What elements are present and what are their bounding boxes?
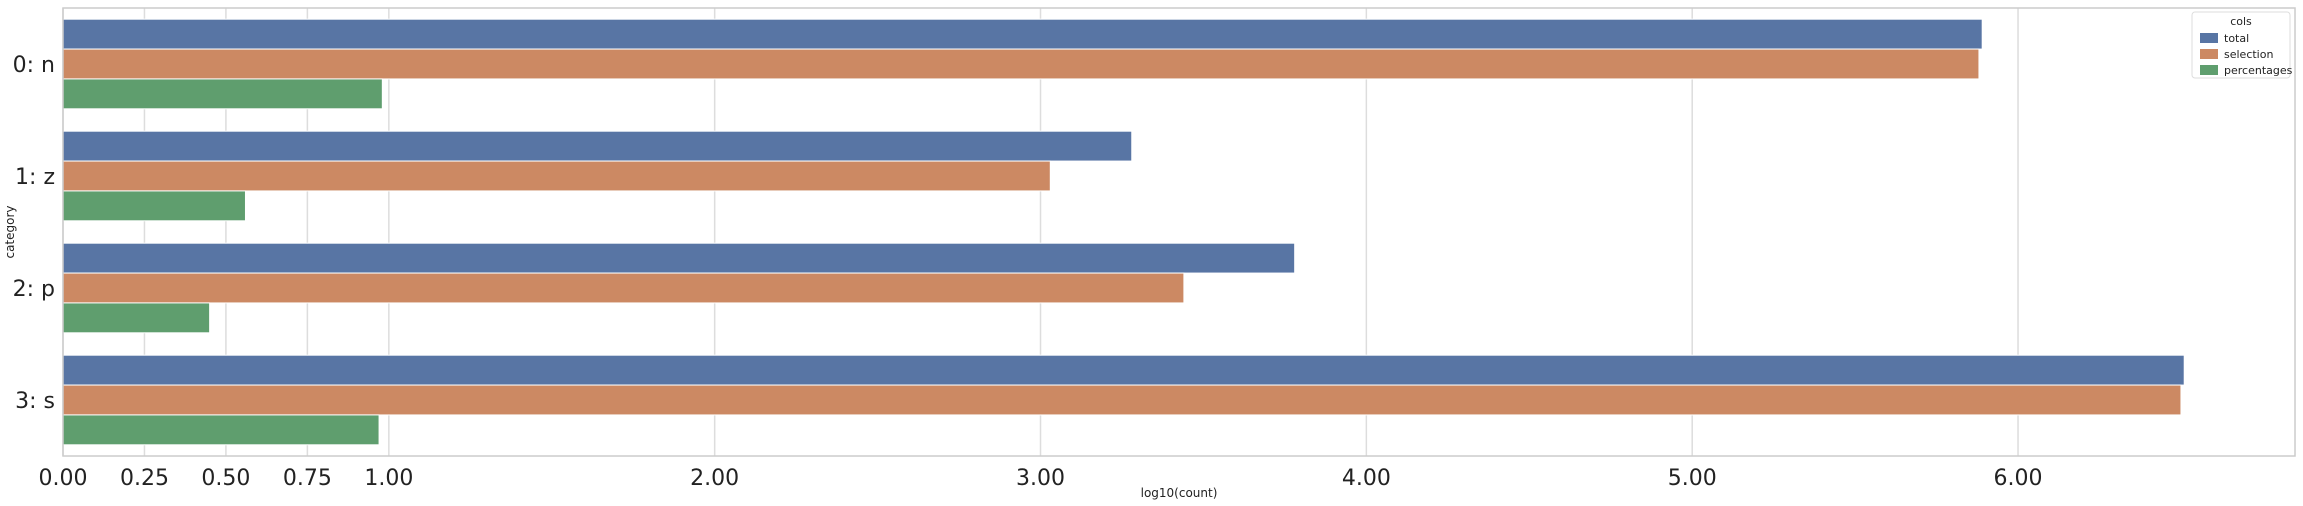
y-axis-ticks: 0: n 1: z 2: p 3: s: [13, 53, 55, 414]
legend-label-percentages: percentages: [2224, 64, 2293, 77]
y-tick-label: 3: s: [15, 389, 55, 414]
bar-total: [62, 354, 2185, 386]
y-tick-label: 0: n: [13, 53, 55, 78]
bar-selection: [62, 384, 2182, 416]
legend-box: [2191, 11, 2291, 79]
bar-percentages: [62, 190, 246, 222]
legend-title: cols: [2230, 15, 2252, 28]
bar-total: [62, 242, 1296, 274]
x-axis-ticks: 0.00 0.25 0.50 0.75 1.00 2.00 3.00 4.00 5.00 6.00: [39, 466, 2043, 491]
x-tick-label: 0.25: [120, 466, 169, 491]
bar-percentages: [62, 302, 211, 334]
legend-swatch-total: [2200, 33, 2218, 43]
x-tick-label: 1.00: [364, 466, 413, 491]
plot-frame: [62, 7, 2296, 457]
x-tick-label: 2.00: [690, 466, 739, 491]
x-tick-label: 4.00: [1342, 466, 1391, 491]
legend-swatch-percentages: [2200, 65, 2218, 75]
bar-selection: [62, 48, 1980, 80]
x-tick-label: 5.00: [1668, 466, 1717, 491]
bars: [62, 18, 2185, 446]
x-tick-label: 3.00: [1016, 466, 1065, 491]
x-tick-label: 6.00: [1994, 466, 2043, 491]
x-axis-label: log10(count): [1141, 486, 1218, 500]
x-tick-label: 0.00: [39, 466, 88, 491]
bar-total: [62, 130, 1133, 162]
y-tick-label: 1: z: [15, 165, 55, 190]
bar-selection: [62, 160, 1051, 192]
y-tick-label: 2: p: [13, 277, 55, 302]
bar-total: [62, 18, 1983, 50]
legend: cols total selection percentages: [2191, 11, 2293, 79]
legend-swatch-selection: [2200, 49, 2218, 59]
bar-selection: [62, 272, 1185, 304]
bar-percentages: [62, 414, 380, 446]
y-axis-label: category: [3, 205, 17, 258]
legend-label-selection: selection: [2224, 48, 2273, 61]
x-tick-label: 0.75: [283, 466, 332, 491]
x-tick-label: 0.50: [201, 466, 250, 491]
bar-percentages: [62, 78, 383, 110]
legend-label-total: total: [2224, 32, 2249, 45]
